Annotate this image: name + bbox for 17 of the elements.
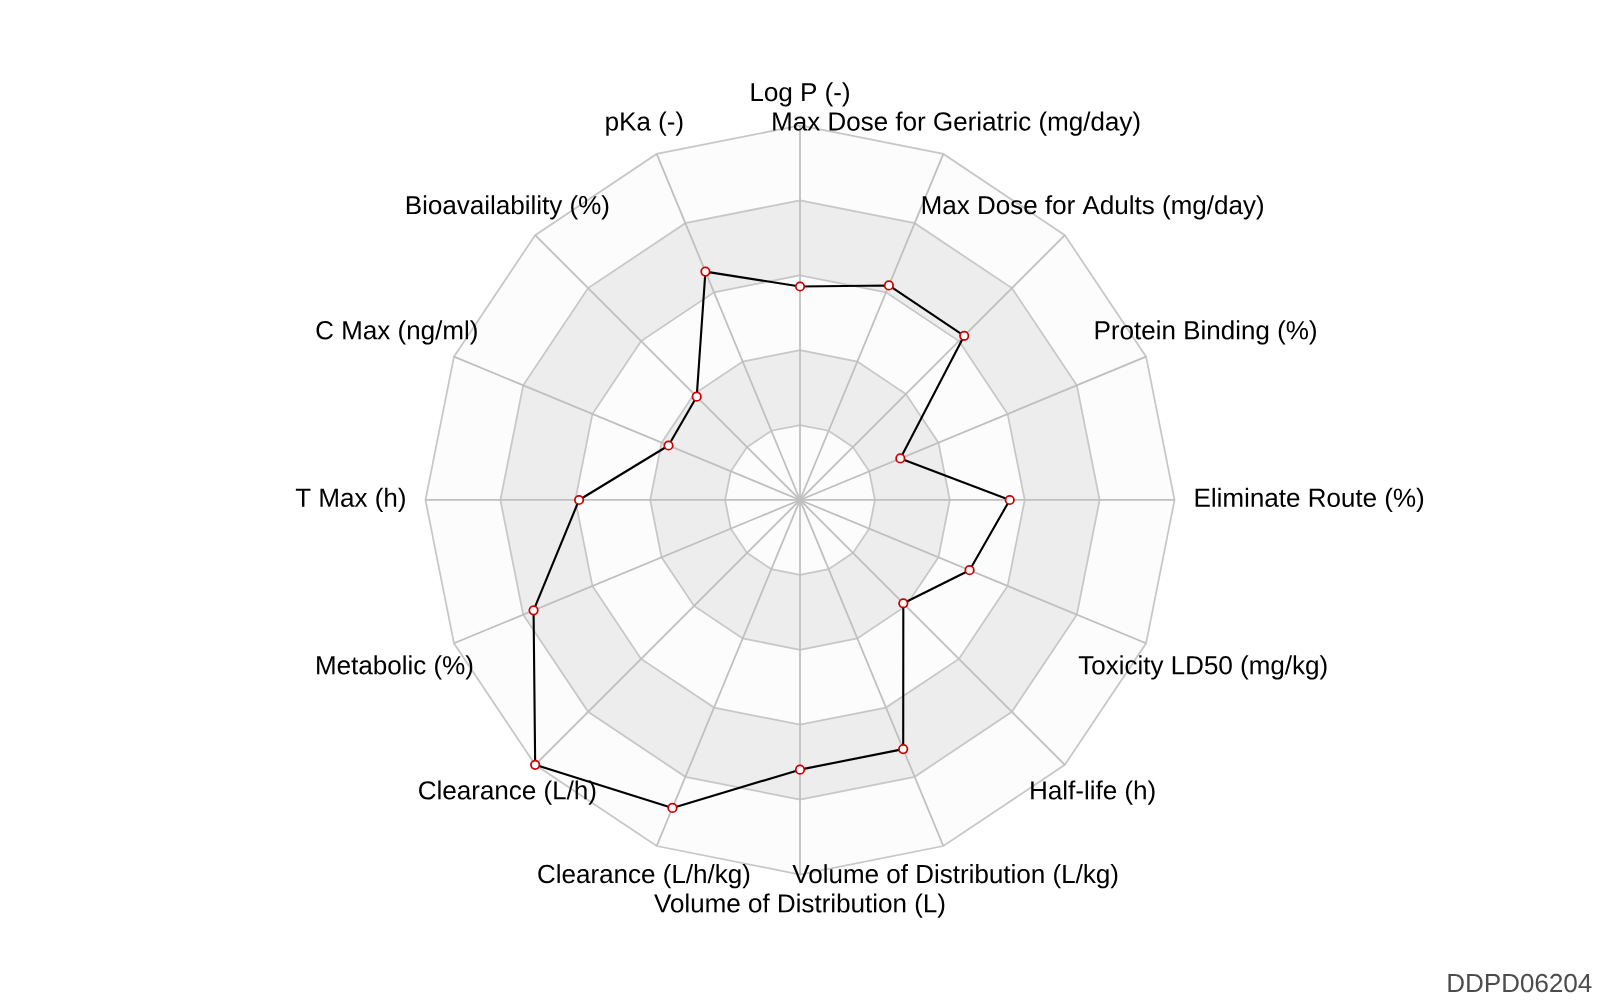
- spoke-label: Metabolic (%): [317, 655, 473, 680]
- spoke-label: Protein Binding (%): [1095, 320, 1316, 345]
- spoke-label: Volume of Distribution (L/kg): [792, 864, 1118, 889]
- spoke-label: Half-life (h): [1031, 780, 1155, 805]
- spoke-label: Eliminate Route (%): [1195, 487, 1424, 513]
- spoke-label: Log P (-): [751, 82, 849, 107]
- spoke-label: Max Dose for Adults (mg/day): [922, 195, 1263, 220]
- spoke-label: Clearance (L/h): [419, 780, 596, 805]
- spoke-label: Toxicity LD50 (mg/kg): [1078, 655, 1327, 680]
- spoke-label: Bioavailability (%): [406, 195, 609, 220]
- spoke-label: pKa (-): [606, 111, 683, 136]
- spoke-label: T Max (h): [295, 487, 405, 513]
- spoke-label: Clearance (L/h/kg): [538, 864, 750, 889]
- text: DDPD06204: [1448, 973, 1592, 993]
- spoke-label: Volume of Distribution (L): [654, 893, 945, 918]
- spoke-label: Max Dose for Geriatric (mg/day): [773, 111, 1140, 136]
- spoke-label: C Max (ng/ml): [316, 320, 477, 345]
